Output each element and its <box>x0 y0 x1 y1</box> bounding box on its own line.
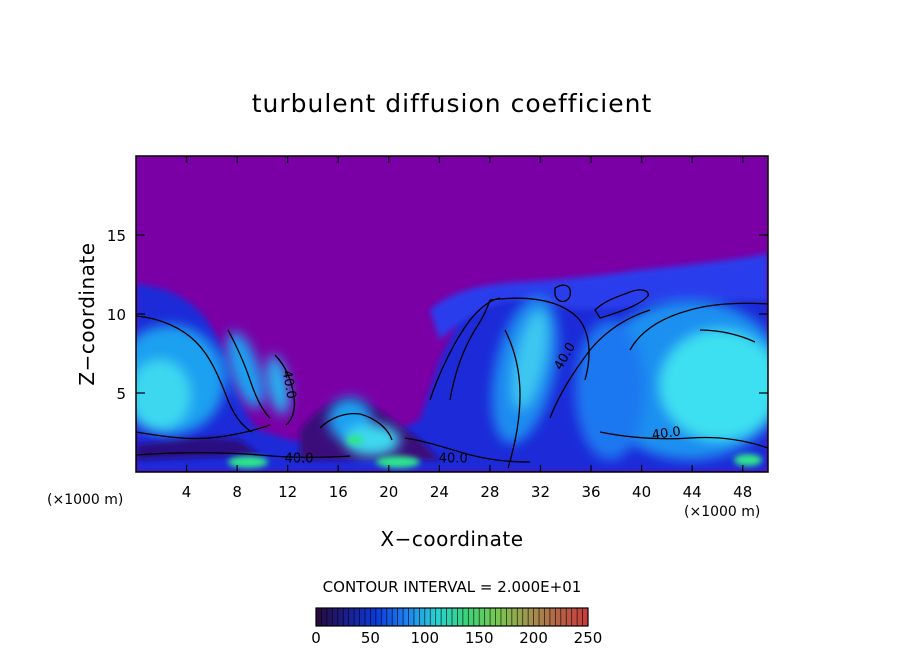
x-tick-label: 24 <box>430 483 449 501</box>
contour-line <box>594 289 649 319</box>
layer-upper-right <box>430 254 768 340</box>
x-tick-label: 4 <box>182 483 192 501</box>
x-tick-label: 44 <box>683 483 702 501</box>
y-tick-label: 5 <box>116 385 126 403</box>
contour-line <box>449 299 491 401</box>
contour-line <box>554 284 571 303</box>
contour-line <box>136 452 351 459</box>
heatmap-field: 40.040.0 40.040.040.0 <box>136 156 768 472</box>
y-axis-label: Z−coordinate <box>75 242 99 385</box>
colorbar-tick-label: 0 <box>311 629 321 647</box>
contour-label: 40.0 <box>651 424 682 443</box>
peak-c <box>734 454 762 466</box>
peak-a <box>228 456 268 468</box>
contour-line <box>404 437 531 463</box>
x-tick-label: 16 <box>329 483 348 501</box>
colorbar-tick-label: 250 <box>574 629 603 647</box>
x-axis: 4 8 12 16 20 24 28 32 36 40 44 48 <box>182 156 752 501</box>
contour-line <box>549 309 651 419</box>
colorbar-tick-label: 150 <box>465 629 494 647</box>
contour-line <box>274 354 296 426</box>
x-tick-label: 20 <box>379 483 398 501</box>
x-axis-label: X−coordinate <box>380 527 523 551</box>
core-right-large-inner <box>660 330 768 440</box>
colorbar-tick-label: 100 <box>410 629 439 647</box>
core-plume-b <box>266 355 290 415</box>
peak-d <box>347 435 363 445</box>
peak-regions <box>228 435 762 468</box>
colorbar: 0 50 100 150 200 250 <box>311 607 603 647</box>
core-plume-a <box>226 331 264 409</box>
contour-lines <box>136 284 768 469</box>
x-tick-label: 36 <box>581 483 600 501</box>
x-tick-label: 28 <box>480 483 499 501</box>
core-left-inner <box>136 360 190 430</box>
low-patch-left <box>136 437 260 460</box>
contour-line <box>489 297 590 381</box>
contour-label: 40.0 <box>285 452 314 467</box>
x-tick-label: 12 <box>278 483 297 501</box>
contour-line <box>599 431 768 449</box>
x-tick-label: 48 <box>733 483 752 501</box>
chart-title: turbulent diffusion coefficient <box>252 89 653 118</box>
contour-line <box>136 315 253 433</box>
y-tick-label: 10 <box>107 306 126 324</box>
contour-label: 40.0 <box>279 369 299 400</box>
contour-label: 40.0 <box>439 452 468 467</box>
core-right-plume-inner <box>512 311 548 409</box>
x-tick-label: 8 <box>232 483 242 501</box>
x-tick-label: 40 <box>632 483 651 501</box>
core-regions <box>136 296 768 460</box>
contour-line <box>319 412 393 441</box>
contour-line <box>136 424 271 440</box>
y-tick-label: 15 <box>107 227 126 245</box>
core-center-b <box>344 424 400 456</box>
contour-line <box>227 329 271 419</box>
x-tick-label: 32 <box>531 483 550 501</box>
colorbar-tick-label: 200 <box>519 629 548 647</box>
x-unit-left: (×1000 m) <box>47 492 123 508</box>
contour-interval-text: CONTOUR INTERVAL = 2.000E+01 <box>323 578 582 596</box>
contour-line <box>629 302 768 351</box>
x-unit-right: (×1000 m) <box>684 504 760 520</box>
peak-b <box>376 456 420 468</box>
colorbar-frame <box>315 607 589 627</box>
core-right-arc <box>575 320 645 460</box>
y-axis: 5 10 15 <box>107 227 768 403</box>
colorbar-tick-label: 50 <box>361 629 380 647</box>
contour-line <box>504 329 521 469</box>
contour-line <box>699 329 756 343</box>
